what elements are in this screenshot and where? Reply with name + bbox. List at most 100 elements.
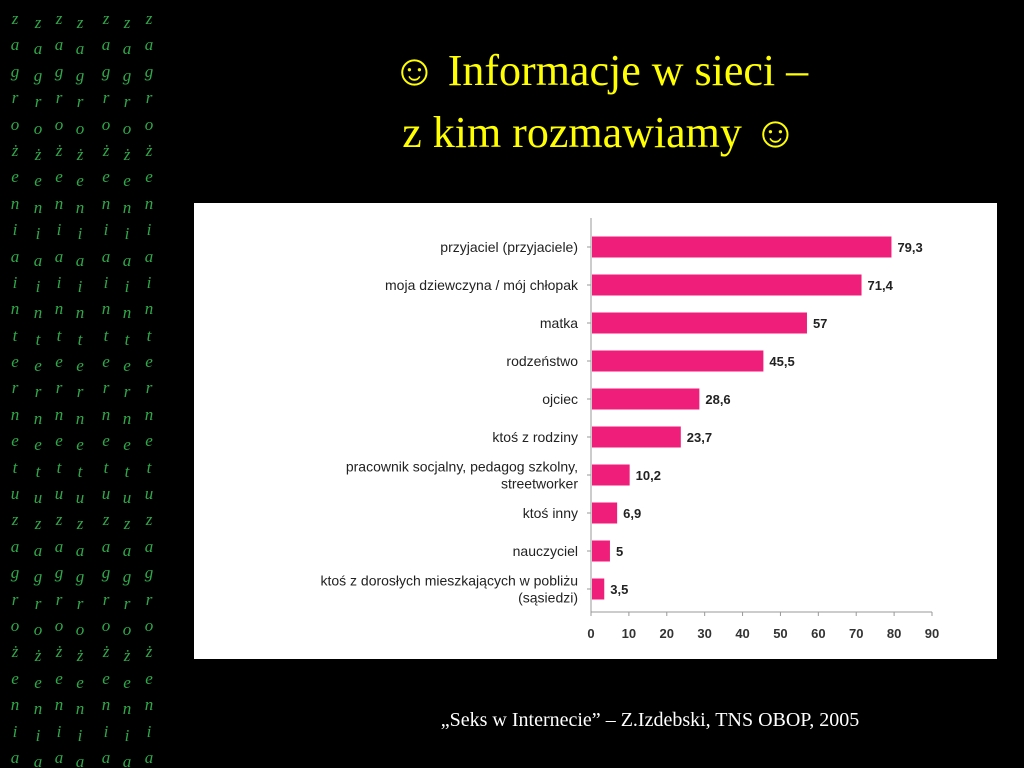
x-tick-label: 20 xyxy=(660,626,674,641)
sidebar-letter: a xyxy=(54,536,64,556)
title-line-1: ☺ Informacje w sieci – xyxy=(391,46,809,95)
x-tick-label: 10 xyxy=(622,626,636,641)
category-label: ojciec xyxy=(542,391,578,407)
sidebar-letter: i xyxy=(103,721,109,741)
category-label: matka xyxy=(540,315,578,331)
value-label: 79,3 xyxy=(897,240,922,255)
sidebar-letter: e xyxy=(102,668,110,688)
sidebar-letter: t xyxy=(35,329,41,349)
sidebar-letter: e xyxy=(55,352,63,372)
sidebar-letter: u xyxy=(75,488,85,508)
slide-title: ☺ Informacje w sieci – z kim rozmawiamy … xyxy=(200,40,1000,164)
sidebar-letter: n xyxy=(54,404,64,424)
sidebar-letter: r xyxy=(123,92,131,112)
sidebar-letter: i xyxy=(124,276,130,296)
sidebar-letter: g xyxy=(10,61,20,81)
sidebar-letter: t xyxy=(103,325,109,345)
sidebar-letter: n xyxy=(54,695,64,715)
sidebar-letter: g xyxy=(144,61,154,81)
sidebar-letter: a xyxy=(101,35,111,55)
sidebar-letter: n xyxy=(144,404,154,424)
sidebar-letter: r xyxy=(34,382,42,402)
sidebar-letter: g xyxy=(10,563,20,583)
sidebar-letter: a xyxy=(33,751,43,768)
sidebar-letter: z xyxy=(55,510,63,530)
sidebar-letter: r xyxy=(11,88,19,108)
bar xyxy=(592,540,610,562)
sidebar-letter: e xyxy=(145,431,153,451)
sidebar-letter: r xyxy=(145,589,153,609)
sidebar-letter: z xyxy=(34,514,42,534)
sidebar-letter: e xyxy=(11,668,19,688)
sidebar-letter: e xyxy=(34,435,42,455)
sidebar-letter: o xyxy=(144,114,154,134)
sidebar-letter: a xyxy=(144,35,154,55)
sidebar-letter: n xyxy=(54,299,64,319)
sidebar-letter: n xyxy=(10,193,20,213)
category-label: ktoś z dorosłych mieszkających w pobliżu xyxy=(320,573,578,589)
sidebar-letter: t xyxy=(103,457,109,477)
sidebar-letter: u xyxy=(10,484,20,504)
sidebar-letter: u xyxy=(101,484,111,504)
sidebar-letter: a xyxy=(144,536,154,556)
category-label: ktoś inny xyxy=(523,505,578,521)
sidebar-letter: a xyxy=(75,751,85,768)
sidebar-letter: ż xyxy=(102,140,110,160)
sidebar-letter: r xyxy=(76,92,84,112)
sidebar-letter: n xyxy=(122,408,132,428)
x-tick-label: 0 xyxy=(587,626,594,641)
category-label: pracownik socjalny, pedagog szkolny, xyxy=(346,459,578,475)
sidebar-letter: e xyxy=(102,352,110,372)
sidebar-letter: i xyxy=(103,272,109,292)
sidebar-letter: a xyxy=(33,250,43,270)
bar xyxy=(592,312,807,334)
bar xyxy=(592,502,618,524)
sidebar-letter: e xyxy=(76,435,84,455)
sidebar-letter: i xyxy=(35,224,41,244)
bar-chart: 0 10 20 30 40 50 60 70 80 90 79,3 przyjaciel (przyj… xyxy=(320,218,939,641)
sidebar-letter: u xyxy=(33,488,43,508)
sidebar-letter: a xyxy=(101,536,111,556)
category-label: (sąsiedzi) xyxy=(518,590,578,606)
sidebar-letter: n xyxy=(122,699,132,719)
sidebar-letter: a xyxy=(10,536,20,556)
sidebar-letter: z xyxy=(123,13,131,32)
sidebar-letter: n xyxy=(33,408,43,428)
sidebar-letter: e xyxy=(102,431,110,451)
sidebar-letter: g xyxy=(54,61,64,81)
sidebar-letter: a xyxy=(122,250,132,270)
sidebar-letter: a xyxy=(75,39,85,59)
sidebar-letter: a xyxy=(101,747,111,767)
bar xyxy=(592,426,681,448)
sidebar-letter: r xyxy=(102,378,110,398)
sidebar-letter: i xyxy=(12,272,18,292)
sidebar-letter: t xyxy=(35,461,41,481)
sidebar-letter: i xyxy=(56,721,62,741)
sidebar-letter: i xyxy=(56,272,62,292)
sidebar-letter: o xyxy=(144,615,154,635)
sidebar-letter: g xyxy=(101,563,111,583)
sidebar-letter: e xyxy=(11,167,19,187)
bar xyxy=(592,464,630,486)
sidebar-letter: r xyxy=(76,593,84,613)
sidebar-letter: ż xyxy=(11,140,19,160)
sidebar-letter: ż xyxy=(55,642,63,662)
sidebar-letter: i xyxy=(146,721,152,741)
sidebar-letter: e xyxy=(76,171,84,191)
sidebar-letter: o xyxy=(54,114,64,134)
sidebar-letter: ż xyxy=(11,642,19,662)
sidebar-letter: g xyxy=(101,61,111,81)
sidebar-letter: z xyxy=(55,9,63,28)
sidebar-letter: z xyxy=(11,9,19,28)
bar xyxy=(592,236,892,258)
sidebar-letter: n xyxy=(75,699,85,719)
sidebar-letter: i xyxy=(103,220,109,240)
sidebar-letter: t xyxy=(146,325,152,345)
sidebar-letter: a xyxy=(75,250,85,270)
sidebar-letter: e xyxy=(102,167,110,187)
category-label: moja dziewczyna / mój chłopak xyxy=(385,277,579,293)
value-label: 45,5 xyxy=(769,354,794,369)
